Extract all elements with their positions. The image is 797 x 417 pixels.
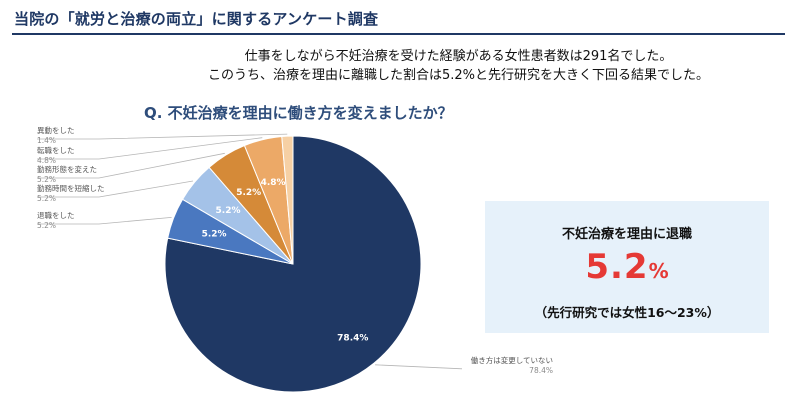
slice-value-label: 5.2% (236, 188, 261, 198)
slice-percent-label: 78.4% (529, 366, 553, 375)
slice-value-label: 4.8% (261, 178, 286, 188)
slice-value-label: 78.4% (337, 333, 368, 343)
summary-line-1: 仕事をしながら不妊治療を受けた経験がある女性患者数は291名でした。 (244, 49, 673, 64)
slice-percent-label: 5.2% (37, 175, 56, 184)
callout-label: 不妊治療を理由に退職 (561, 227, 692, 242)
slice-percent-label: 4.8% (37, 156, 56, 165)
leader-line (37, 180, 194, 198)
chart-question-title: Q. 不妊治療を理由に働き方を変えましたか？ (144, 104, 453, 122)
summary-text: 仕事をしながら不妊治療を受けた経験がある女性患者数は291名でした。 このうち、… (0, 47, 797, 85)
result-callout: 不妊治療を理由に退職 5.2% （先行研究では女性16～23%） (485, 201, 769, 333)
pie-slice (281, 135, 294, 265)
slice-name-label: 働き方は変更していない (471, 355, 553, 365)
leader-line (375, 364, 463, 370)
slice-name-label: 勤務形態を変えた (37, 164, 97, 174)
slice-percent-label: 1.4% (37, 136, 56, 145)
slice-value-label: 5.2% (202, 230, 227, 240)
leader-line (37, 137, 263, 160)
slice-name-label: 退職をした (37, 211, 75, 220)
slice-percent-label: 5.2% (37, 221, 56, 230)
leader-line (37, 217, 172, 225)
leader-line (37, 133, 288, 140)
slide-title: 当院の「就労と治療の両立」に関するアンケート調査 (14, 10, 379, 28)
pie-slices: 78.4%5.2%5.2%5.2%4.8% (164, 135, 422, 393)
pie-callouts: 働き方は変更していない78.4%退職をした5.2%勤務時間を短縮した5.2%勤務… (37, 126, 553, 375)
slice-name-label: 勤務時間を短縮した (37, 183, 105, 193)
callout-value: 5.2% (485, 247, 769, 287)
pie-slice (164, 135, 422, 393)
slice-percent-label: 5.2% (37, 194, 56, 203)
callout-value-number: 5.2 (585, 247, 649, 287)
slice-value-label: 5.2% (216, 206, 241, 216)
slice-name-label: 転職をした (37, 146, 75, 155)
summary-line-2: このうち、治療を理由に離職した割合は5.2%と先行研究を大きく下回る結果でした。 (207, 68, 710, 83)
slice-name-label: 異動をした (37, 126, 75, 135)
leader-line (37, 152, 225, 179)
callout-value-unit: % (648, 259, 669, 283)
callout-note: （先行研究では女性16～23%） (534, 305, 720, 320)
title-rule (12, 33, 785, 35)
